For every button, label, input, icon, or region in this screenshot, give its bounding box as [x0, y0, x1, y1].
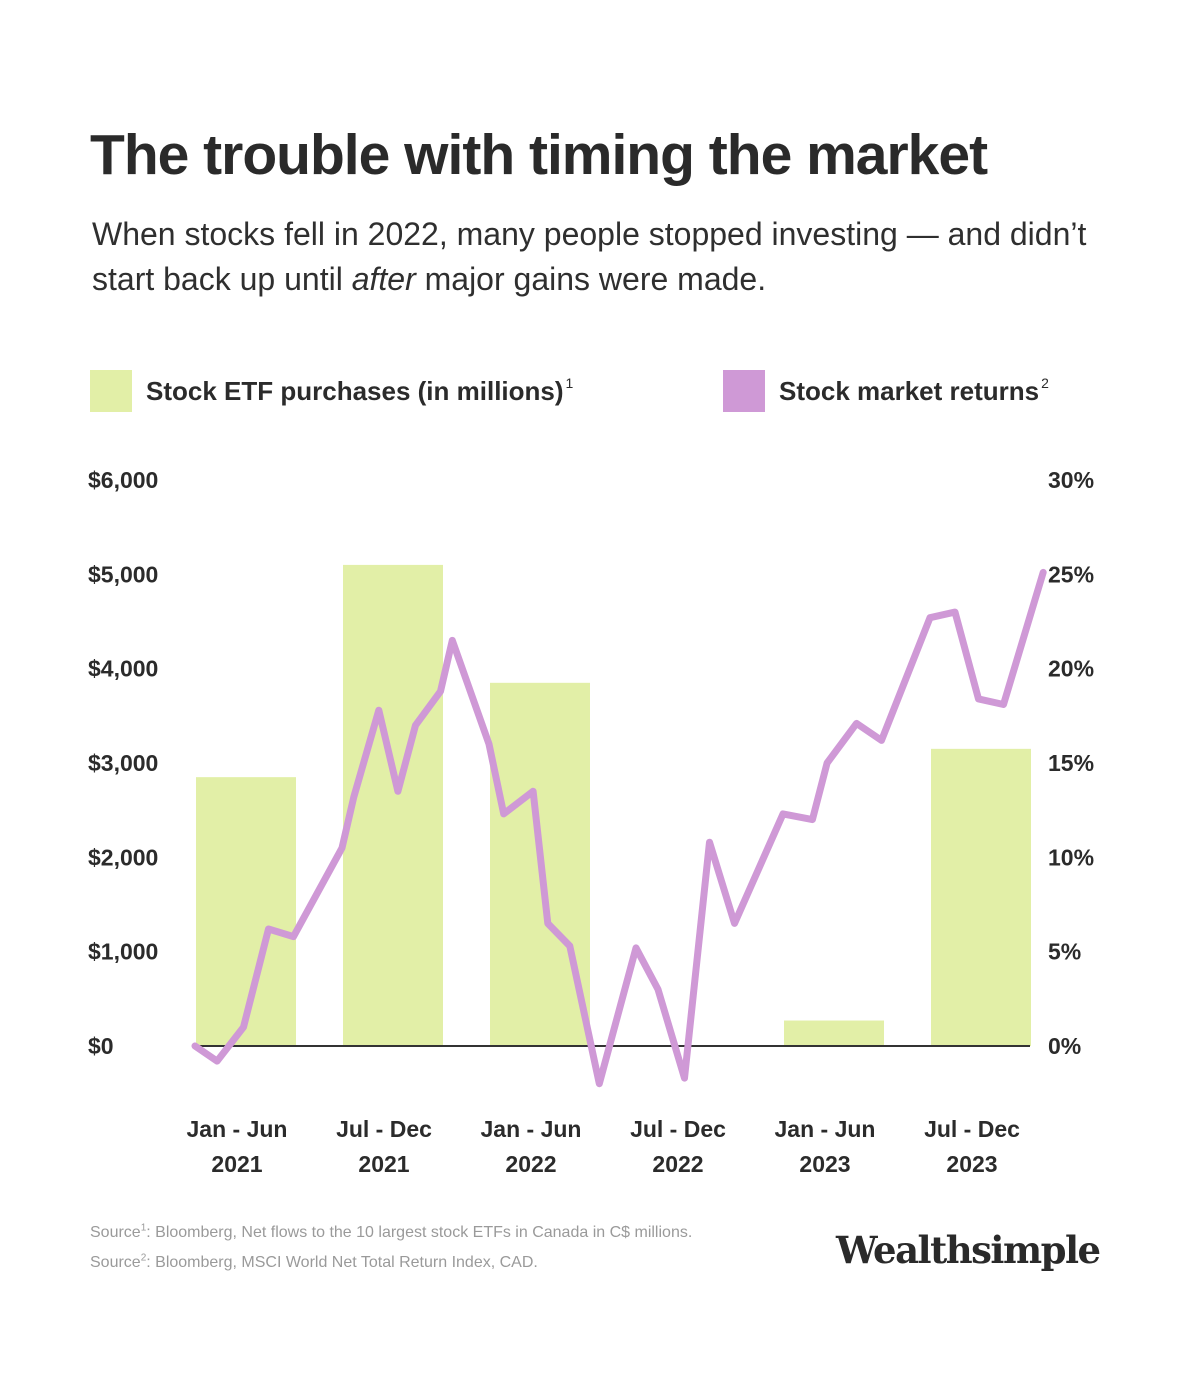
- category-label-year: 2021: [358, 1151, 409, 1177]
- bar: [343, 564, 443, 1046]
- category-label-year: 2023: [799, 1151, 850, 1177]
- legend-swatch-bar: [90, 370, 132, 412]
- right-tick-label: 20%: [1048, 656, 1094, 682]
- right-tick-label: 15%: [1048, 750, 1094, 776]
- left-tick-label: $4,000: [88, 656, 158, 682]
- right-tick-label: 5%: [1048, 939, 1081, 965]
- bar: [931, 748, 1031, 1046]
- returns-line-series: [191, 568, 1047, 1088]
- source-line-1: Source1: Bloomberg, Net flows to the 10 …: [90, 1223, 693, 1242]
- bar: [784, 1020, 884, 1046]
- category-label-period: Jul - Dec: [336, 1116, 432, 1142]
- legend-label-etf-purchases: Stock ETF purchases (in millions) 1: [146, 375, 574, 406]
- category-label-period: Jan - Jun: [187, 1116, 288, 1142]
- legend-label-market-returns: Stock market returns 2: [779, 375, 1049, 406]
- subtitle-text-1: When stocks fell in 2022, many people st…: [92, 216, 1087, 297]
- subtitle-text-2: major gains were made.: [415, 261, 767, 297]
- chart-subtitle: When stocks fell in 2022, many people st…: [92, 212, 1122, 302]
- category-label-year: 2022: [505, 1151, 556, 1177]
- category-label-period: Jan - Jun: [775, 1116, 876, 1142]
- category-label-year: 2021: [211, 1151, 262, 1177]
- source-line-2: Source2: Bloomberg, MSCI World Net Total…: [90, 1252, 538, 1271]
- category-label-period: Jul - Dec: [924, 1116, 1020, 1142]
- bar: [196, 777, 296, 1046]
- category-label-period: Jan - Jun: [481, 1116, 582, 1142]
- legend-swatch-line: [723, 370, 765, 412]
- legend-item-etf-purchases: Stock ETF purchases (in millions) 1: [90, 370, 573, 412]
- left-tick-label: $0: [88, 1033, 114, 1059]
- chart-title: The trouble with timing the market: [90, 123, 988, 187]
- left-tick-label: $5,000: [88, 561, 158, 587]
- category-label-year: 2023: [946, 1151, 997, 1177]
- subtitle-emphasis: after: [351, 261, 416, 297]
- right-tick-label: 30%: [1048, 467, 1094, 493]
- left-tick-label: $2,000: [88, 844, 158, 870]
- right-tick-label: 0%: [1048, 1033, 1081, 1059]
- category-labels: Jan - Jun 2021 Jul - Dec 2021 Jan - Jun 2022 J…: [187, 1116, 1021, 1177]
- left-tick-label: $6,000: [88, 467, 158, 493]
- left-tick-label: $3,000: [88, 750, 158, 776]
- category-label-period: Jul - Dec: [630, 1116, 726, 1142]
- right-axis-ticks: 30% 25% 20% 15% 10% 5% 0%: [1048, 467, 1094, 1059]
- left-tick-label: $1,000: [88, 939, 158, 965]
- wealthsimple-logo: Wealthsimple: [836, 1228, 1101, 1272]
- sources: Source1: Bloomberg, Net flows to the 10 …: [90, 1216, 692, 1275]
- left-axis-ticks: $6,000 $5,000 $4,000 $3,000 $2,000 $1,000 $0: [88, 467, 158, 1059]
- right-tick-label: 10%: [1048, 844, 1094, 870]
- right-tick-label: 25%: [1048, 561, 1094, 587]
- bar-series: [196, 564, 1031, 1046]
- legend-item-market-returns: Stock market returns 2: [723, 370, 1049, 412]
- category-label-year: 2022: [652, 1151, 703, 1177]
